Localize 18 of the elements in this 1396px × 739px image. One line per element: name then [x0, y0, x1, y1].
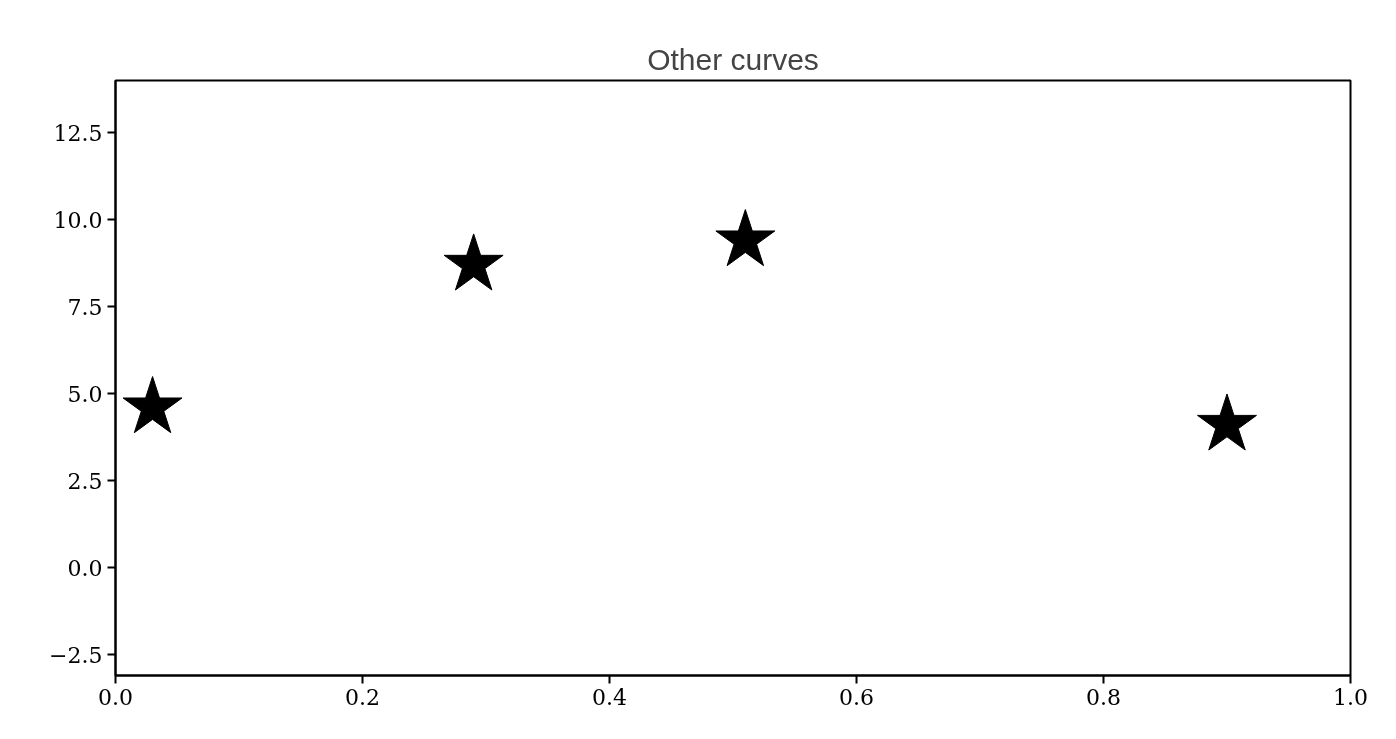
- y-tick-label: 0.0: [67, 555, 103, 581]
- y-tick-label: 12.5: [53, 120, 103, 146]
- x-tick-label: 0.0: [98, 684, 134, 710]
- chart-title: Other curves: [647, 42, 819, 76]
- point: [443, 233, 504, 291]
- x-tick-label: 0.6: [839, 684, 875, 710]
- x-tick-label: 0.4: [592, 684, 628, 710]
- point: [122, 376, 183, 434]
- y-tick-label: 2.5: [67, 468, 103, 494]
- y-tick-label: 5.0: [67, 381, 103, 407]
- y-tick-label: −2.5: [49, 642, 103, 668]
- y-tick-label: 10.0: [53, 207, 103, 233]
- x-tick-label: 0.8: [1086, 684, 1122, 710]
- y-tick-label: 7.5: [67, 294, 103, 320]
- point: [1197, 393, 1257, 451]
- x-tick-label: 0.2: [345, 684, 381, 710]
- x-tick-label: 1.0: [1333, 684, 1369, 710]
- point: [715, 209, 776, 267]
